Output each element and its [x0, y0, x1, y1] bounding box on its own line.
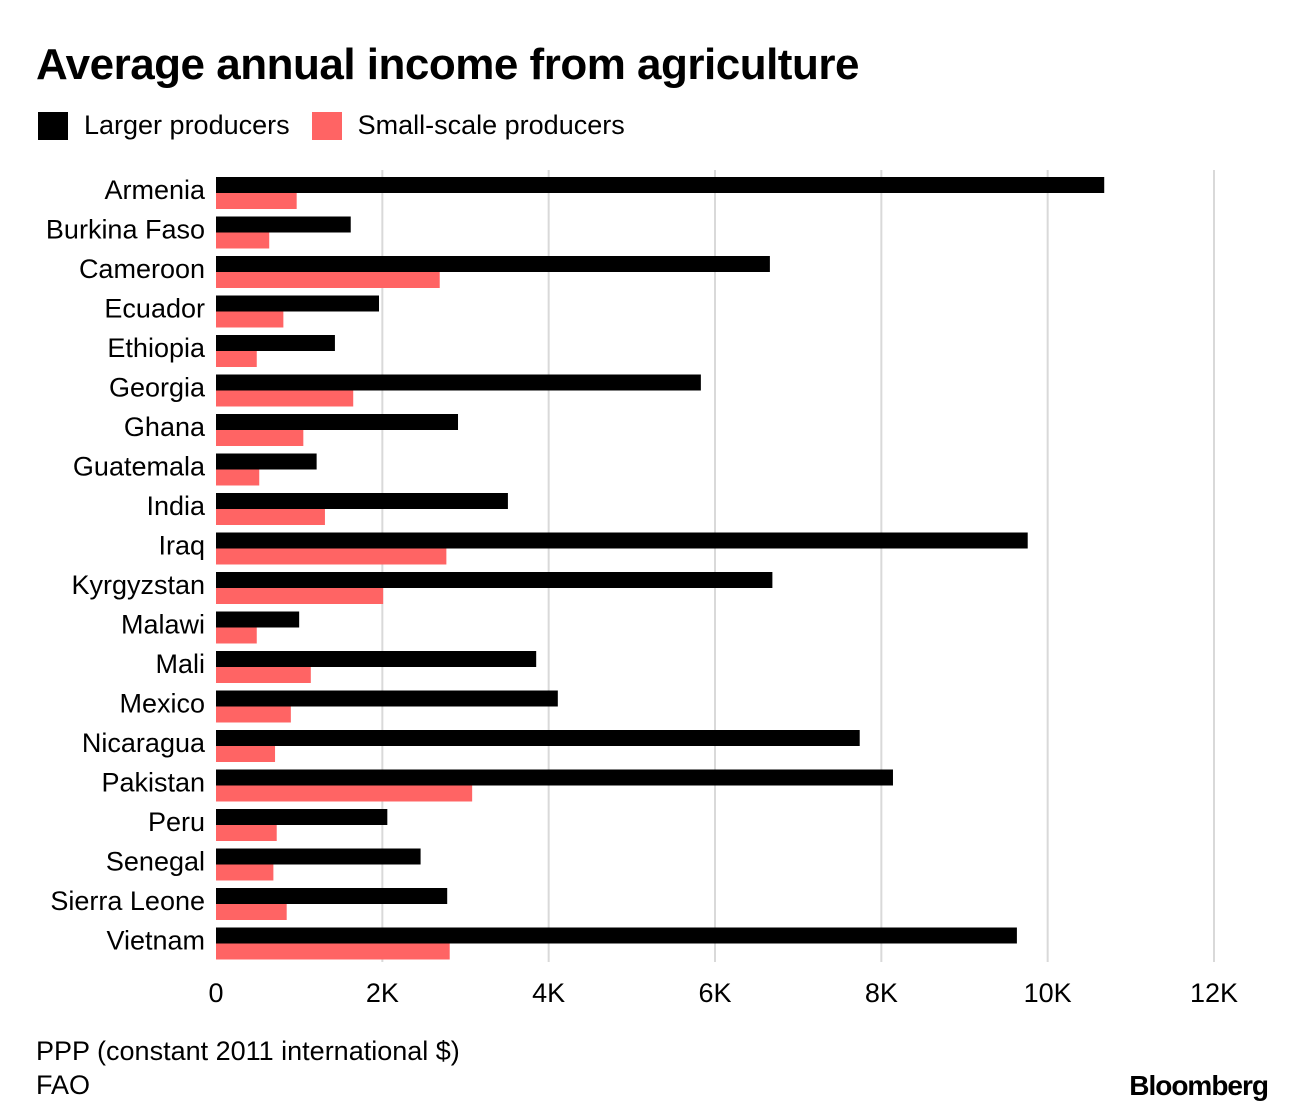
x-tick-label: 12K	[1190, 978, 1238, 1008]
bar-small-armenia	[216, 193, 297, 209]
x-tick-label: 6K	[698, 978, 731, 1008]
bar-larger-georgia	[216, 374, 701, 391]
bar-larger-mali	[216, 651, 537, 667]
bar-larger-pakistan	[216, 769, 893, 786]
bar-small-burkina-faso	[216, 232, 270, 249]
y-category-label: Kyrgyzstan	[71, 570, 205, 600]
bar-small-ethiopia	[216, 351, 257, 367]
bar-small-senegal	[216, 864, 274, 881]
y-category-label: Armenia	[104, 175, 206, 205]
bar-small-cameroon	[216, 272, 440, 288]
legend-label-larger: Larger producers	[84, 110, 290, 140]
y-category-label: Guatemala	[73, 452, 206, 482]
bar-larger-ecuador	[216, 295, 380, 312]
bar-larger-ethiopia	[216, 335, 335, 351]
bloomberg-logo: Bloomberg	[1129, 1070, 1269, 1101]
legend-swatch-small	[311, 111, 342, 140]
bar-small-iraq	[216, 548, 447, 565]
bar-small-vietnam	[216, 943, 450, 960]
x-tick-label: 2K	[366, 978, 399, 1008]
legend-swatch-larger	[38, 111, 68, 140]
bar-larger-guatemala	[216, 453, 317, 470]
bar-small-sierra-leone	[216, 904, 287, 920]
bar-larger-kyrgyzstan	[216, 572, 773, 588]
bar-larger-armenia	[216, 177, 1105, 193]
legend: Larger producers Small-scale producers	[38, 110, 647, 141]
bar-small-ghana	[216, 430, 304, 446]
x-tick-label: 0	[208, 978, 223, 1008]
bar-larger-mexico	[216, 690, 558, 707]
y-category-label: Senegal	[106, 847, 205, 877]
bar-small-mexico	[216, 706, 291, 723]
x-tick-label: 8K	[865, 978, 898, 1008]
y-category-label: Malawi	[121, 610, 205, 640]
y-category-label: Vietnam	[106, 926, 205, 956]
bar-larger-malawi	[216, 611, 300, 628]
unit-note: PPP (constant 2011 international $)	[36, 1036, 460, 1066]
y-category-label: Sierra Leone	[50, 886, 205, 916]
y-category-label: India	[146, 491, 206, 521]
bar-small-guatemala	[216, 469, 260, 486]
bar-small-pakistan	[216, 785, 473, 802]
bar-larger-vietnam	[216, 927, 1017, 944]
bar-larger-iraq	[216, 532, 1028, 549]
y-category-label: Pakistan	[101, 768, 205, 798]
bar-larger-india	[216, 493, 508, 509]
y-category-label: Georgia	[109, 373, 206, 403]
bar-small-mali	[216, 667, 311, 683]
legend-label-small: Small-scale producers	[357, 110, 625, 140]
x-tick-label: 4K	[532, 978, 565, 1008]
y-category-label: Peru	[148, 807, 205, 837]
y-category-label: Iraq	[158, 531, 205, 561]
bar-small-georgia	[216, 390, 354, 407]
bar-larger-ghana	[216, 414, 459, 430]
bar-small-peru	[216, 825, 277, 841]
y-category-label: Ghana	[124, 412, 206, 442]
y-category-label: Ethiopia	[107, 333, 206, 363]
bar-larger-sierra-leone	[216, 888, 448, 904]
y-category-label: Nicaragua	[82, 728, 206, 758]
bar-small-malawi	[216, 627, 257, 644]
source-note: FAO	[36, 1070, 91, 1100]
bar-small-ecuador	[216, 311, 284, 328]
bar-larger-senegal	[216, 848, 421, 865]
bar-larger-burkina-faso	[216, 216, 351, 233]
y-category-label: Mexico	[119, 689, 205, 719]
y-category-label: Burkina Faso	[46, 215, 205, 245]
bar-small-india	[216, 509, 325, 525]
x-tick-label: 10K	[1024, 978, 1072, 1008]
bar-larger-cameroon	[216, 256, 770, 272]
bar-larger-nicaragua	[216, 730, 860, 746]
y-category-label: Mali	[155, 649, 205, 679]
bar-small-kyrgyzstan	[216, 588, 384, 604]
chart-title: Average annual income from agriculture	[36, 40, 859, 89]
y-category-label: Ecuador	[104, 294, 205, 324]
y-category-label: Cameroon	[79, 254, 205, 284]
bar-larger-peru	[216, 809, 388, 825]
bar-small-nicaragua	[216, 746, 276, 762]
